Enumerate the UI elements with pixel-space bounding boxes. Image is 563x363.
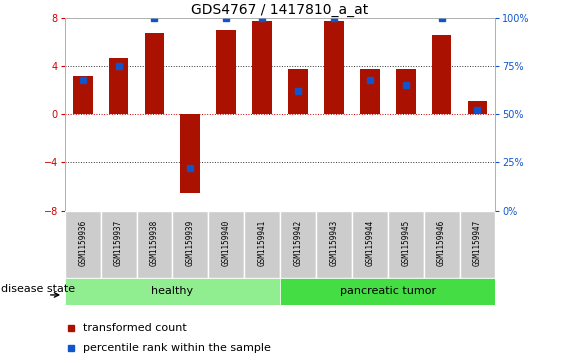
- Bar: [109, 58, 128, 114]
- Bar: [244, 211, 280, 278]
- Text: GSM1159939: GSM1159939: [186, 220, 195, 266]
- Text: GSM1159942: GSM1159942: [293, 220, 302, 266]
- Title: GDS4767 / 1417810_a_at: GDS4767 / 1417810_a_at: [191, 3, 369, 17]
- Bar: [137, 211, 172, 278]
- Text: GSM1159943: GSM1159943: [329, 220, 338, 266]
- Text: GSM1159936: GSM1159936: [78, 220, 87, 266]
- Text: GSM1159945: GSM1159945: [401, 220, 410, 266]
- Bar: [424, 211, 459, 278]
- Bar: [468, 101, 488, 114]
- Text: GSM1159947: GSM1159947: [473, 220, 482, 266]
- Bar: [101, 211, 137, 278]
- Bar: [208, 211, 244, 278]
- Bar: [216, 30, 236, 114]
- Text: percentile rank within the sample: percentile rank within the sample: [83, 343, 271, 354]
- Bar: [172, 211, 208, 278]
- Bar: [432, 35, 452, 114]
- Text: disease state: disease state: [1, 284, 75, 294]
- Bar: [145, 33, 164, 114]
- Text: healthy: healthy: [151, 286, 194, 296]
- Text: GSM1159941: GSM1159941: [258, 220, 267, 266]
- Text: GSM1159938: GSM1159938: [150, 220, 159, 266]
- Bar: [65, 211, 101, 278]
- Bar: [316, 211, 352, 278]
- Text: GSM1159944: GSM1159944: [365, 220, 374, 266]
- Text: GSM1159937: GSM1159937: [114, 220, 123, 266]
- Bar: [65, 278, 280, 305]
- Bar: [388, 211, 424, 278]
- Bar: [360, 69, 379, 114]
- Text: GSM1159940: GSM1159940: [222, 220, 231, 266]
- Bar: [73, 76, 92, 114]
- Bar: [324, 21, 344, 114]
- Bar: [459, 211, 495, 278]
- Bar: [181, 114, 200, 192]
- Bar: [252, 21, 272, 114]
- Text: pancreatic tumor: pancreatic tumor: [339, 286, 436, 296]
- Text: GSM1159946: GSM1159946: [437, 220, 446, 266]
- Bar: [280, 211, 316, 278]
- Bar: [288, 69, 308, 114]
- Bar: [352, 211, 388, 278]
- Text: transformed count: transformed count: [83, 323, 186, 333]
- Bar: [396, 69, 415, 114]
- Bar: [280, 278, 495, 305]
